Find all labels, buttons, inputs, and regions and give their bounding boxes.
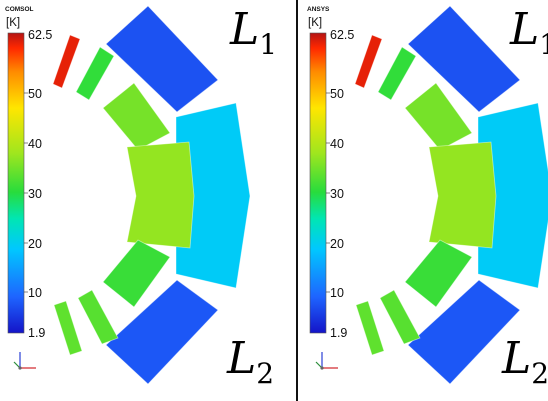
- region-inner-small-top: [354, 34, 383, 89]
- tick-label: 30: [28, 187, 42, 201]
- colorbar: [309, 32, 327, 334]
- layer-label-top: L1: [509, 4, 548, 61]
- ansys-panel: ANSYS [K] 62.5 50 40 30 20 10 1.9 L1: [307, 4, 548, 390]
- region-mid-block: [428, 141, 497, 249]
- region-upper-block: [404, 82, 473, 151]
- unit-label: [K]: [308, 17, 322, 29]
- tick-label: 20: [330, 237, 344, 251]
- layer-label-bottom: L2: [226, 333, 274, 390]
- axis-triad-icon: [13, 352, 36, 370]
- region-mid-block: [126, 141, 195, 249]
- tick-label: 62.5: [28, 28, 52, 42]
- tick-label: 40: [28, 137, 42, 151]
- tick-label: 1.9: [330, 326, 347, 340]
- region-lower-block: [102, 239, 171, 308]
- region-lower-row2: [379, 289, 421, 345]
- region-bottom-outer-band: [105, 279, 219, 385]
- region-lower-row2: [77, 289, 119, 345]
- layer-label-top: L1: [229, 4, 277, 61]
- region-bottom-outer-band: [407, 279, 521, 385]
- colorbar: [7, 32, 25, 334]
- tick-label: 20: [28, 237, 42, 251]
- tick-label: 10: [28, 286, 42, 300]
- region-upper-row2: [75, 46, 115, 101]
- tick-label: 10: [330, 286, 344, 300]
- axis-triad-icon: [315, 352, 338, 370]
- region-right-band: [175, 102, 251, 289]
- region-upper-row2: [377, 46, 417, 101]
- region-right-band: [477, 102, 548, 289]
- region-lower-block: [404, 239, 473, 308]
- tick-label: 62.5: [330, 28, 354, 42]
- panel-divider: [296, 0, 298, 401]
- tick-label: 50: [28, 87, 42, 101]
- tick-label: 50: [330, 87, 344, 101]
- region-inner-small-top: [52, 34, 81, 89]
- region-upper-block: [102, 82, 171, 151]
- layer-label-bottom: L2: [501, 333, 548, 390]
- region-top-outer-band: [407, 5, 521, 113]
- region-lower-inner-small: [355, 300, 385, 356]
- comsol-panel: COMSOL [K] 62.5 50 40 30 20 10 1.9: [5, 4, 277, 390]
- software-label: ANSYS: [307, 6, 330, 13]
- region-lower-inner-small: [53, 300, 83, 356]
- region-top-outer-band: [105, 5, 219, 113]
- software-label: COMSOL: [5, 6, 34, 13]
- tick-label: 30: [330, 187, 344, 201]
- tick-label: 1.9: [28, 326, 45, 340]
- tick-label: 40: [330, 137, 344, 151]
- unit-label: [K]: [6, 17, 20, 29]
